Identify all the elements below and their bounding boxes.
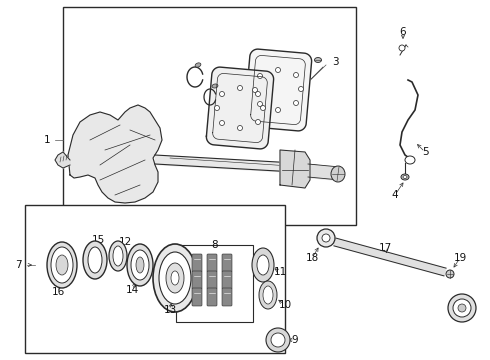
Ellipse shape (109, 241, 127, 271)
Text: 5: 5 (422, 147, 428, 157)
Polygon shape (245, 49, 312, 131)
Ellipse shape (403, 175, 407, 179)
FancyBboxPatch shape (192, 271, 202, 289)
Ellipse shape (51, 247, 73, 283)
Text: 2: 2 (237, 127, 244, 137)
Circle shape (238, 85, 243, 90)
Ellipse shape (263, 286, 273, 304)
Circle shape (258, 102, 263, 107)
Circle shape (399, 45, 405, 51)
Circle shape (258, 73, 263, 78)
Bar (63, 7, 356, 225)
FancyBboxPatch shape (207, 254, 217, 272)
Text: 14: 14 (125, 285, 139, 295)
Ellipse shape (315, 58, 321, 63)
Ellipse shape (405, 156, 415, 164)
Circle shape (220, 91, 224, 96)
Polygon shape (206, 67, 273, 149)
Ellipse shape (127, 244, 153, 286)
Ellipse shape (153, 244, 197, 312)
Circle shape (252, 87, 258, 93)
Ellipse shape (266, 328, 290, 352)
Circle shape (298, 86, 303, 91)
Ellipse shape (401, 174, 409, 180)
Circle shape (261, 105, 266, 111)
Ellipse shape (331, 166, 345, 182)
FancyBboxPatch shape (222, 254, 232, 272)
Text: 7: 7 (15, 260, 22, 270)
Text: 1: 1 (44, 135, 50, 145)
Ellipse shape (131, 250, 149, 280)
Ellipse shape (448, 294, 476, 322)
Ellipse shape (171, 271, 179, 285)
Text: 19: 19 (453, 253, 466, 263)
Text: 13: 13 (163, 305, 176, 315)
Circle shape (255, 91, 261, 96)
FancyBboxPatch shape (207, 271, 217, 289)
Ellipse shape (212, 84, 218, 88)
Ellipse shape (83, 241, 107, 279)
Circle shape (275, 108, 280, 112)
Ellipse shape (195, 63, 201, 67)
Text: 4: 4 (392, 190, 398, 200)
FancyBboxPatch shape (192, 288, 202, 306)
Ellipse shape (458, 304, 466, 312)
Text: 15: 15 (91, 235, 105, 245)
Bar (176, 245, 253, 322)
Ellipse shape (252, 248, 274, 282)
Polygon shape (280, 150, 310, 188)
Circle shape (275, 68, 280, 72)
FancyBboxPatch shape (222, 271, 232, 289)
Ellipse shape (136, 257, 144, 273)
Text: 11: 11 (273, 267, 287, 277)
Polygon shape (334, 238, 446, 276)
Ellipse shape (257, 255, 269, 275)
Text: 17: 17 (378, 243, 392, 253)
Ellipse shape (47, 242, 77, 288)
Bar (25, 205, 285, 353)
FancyBboxPatch shape (222, 288, 232, 306)
Circle shape (294, 72, 298, 77)
Circle shape (220, 121, 224, 126)
Ellipse shape (166, 263, 184, 293)
Ellipse shape (259, 281, 277, 309)
FancyBboxPatch shape (192, 254, 202, 272)
Ellipse shape (317, 229, 335, 247)
Text: 16: 16 (51, 287, 65, 297)
Polygon shape (68, 105, 162, 203)
Ellipse shape (113, 246, 123, 266)
Ellipse shape (271, 333, 285, 347)
Text: 3: 3 (332, 57, 339, 67)
Text: 18: 18 (305, 253, 318, 263)
Ellipse shape (88, 247, 102, 273)
Text: 12: 12 (119, 237, 132, 247)
Text: 9: 9 (292, 335, 298, 345)
FancyBboxPatch shape (207, 288, 217, 306)
Ellipse shape (453, 299, 471, 317)
Ellipse shape (322, 234, 330, 242)
Ellipse shape (159, 252, 191, 304)
Circle shape (255, 120, 261, 125)
Ellipse shape (446, 270, 454, 278)
Text: 10: 10 (278, 300, 292, 310)
Text: 6: 6 (400, 27, 406, 37)
Circle shape (238, 126, 243, 130)
Text: 8: 8 (212, 240, 219, 250)
Circle shape (294, 100, 298, 105)
Polygon shape (55, 152, 70, 168)
Circle shape (215, 105, 220, 111)
Ellipse shape (56, 255, 68, 275)
